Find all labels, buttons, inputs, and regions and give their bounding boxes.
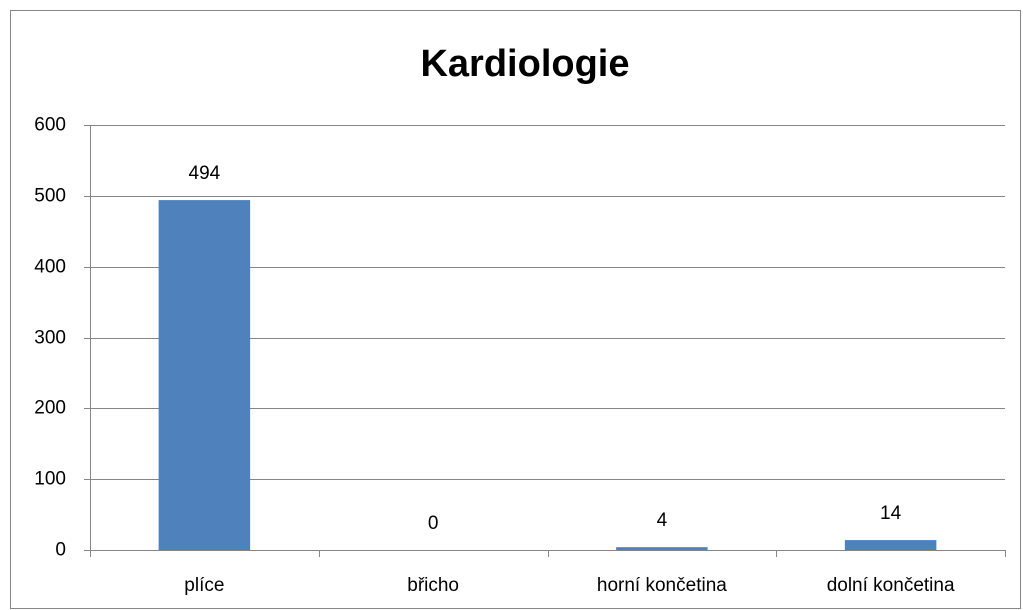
y-tick-label: 100 [34,469,66,490]
x-tick-label: horní končetina [597,575,727,596]
y-tick-label: 400 [34,257,66,278]
y-tick-label: 0 [55,540,66,561]
data-label: 494 [189,163,221,184]
x-tick-label: plíce [184,575,224,596]
data-label: 0 [428,513,439,534]
bar [616,547,708,550]
data-label: 14 [880,503,902,524]
y-tick-label: 300 [34,328,66,349]
y-tick-label: 200 [34,398,66,419]
y-tick-label: 500 [34,186,66,207]
data-label: 4 [657,510,668,531]
bar [844,540,937,550]
y-tick-label: 600 [34,115,66,136]
x-tick-label: břicho [407,575,459,596]
chart-title: Kardiologie [420,43,629,85]
x-tick-label: dolní končetina [827,575,955,596]
bar [158,200,251,551]
